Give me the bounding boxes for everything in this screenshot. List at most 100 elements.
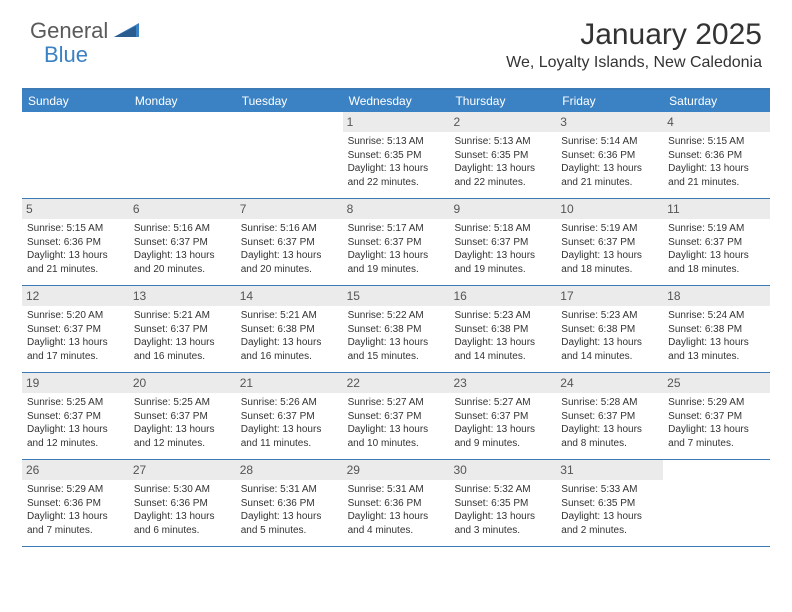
day-number: 14	[236, 286, 343, 306]
day-cell: 27Sunrise: 5:30 AMSunset: 6:36 PMDayligh…	[129, 460, 236, 546]
day-cell: 11Sunrise: 5:19 AMSunset: 6:37 PMDayligh…	[663, 199, 770, 285]
day-number: 26	[22, 460, 129, 480]
day-info-line: and 15 minutes.	[348, 350, 445, 364]
day-cell: 6Sunrise: 5:16 AMSunset: 6:37 PMDaylight…	[129, 199, 236, 285]
day-info-line: Daylight: 13 hours	[348, 510, 445, 524]
day-number: 24	[556, 373, 663, 393]
day-info-line: and 11 minutes.	[241, 437, 338, 451]
day-number: 1	[343, 112, 450, 132]
day-info-line: Sunrise: 5:31 AM	[348, 483, 445, 497]
day-info-line: Daylight: 13 hours	[348, 423, 445, 437]
day-info-line: Daylight: 13 hours	[454, 249, 551, 263]
day-info-line: and 17 minutes.	[27, 350, 124, 364]
day-info-line: Sunset: 6:36 PM	[241, 497, 338, 511]
logo-text-general: General	[30, 18, 108, 44]
day-info-line: Sunrise: 5:21 AM	[241, 309, 338, 323]
location-subtitle: We, Loyalty Islands, New Caledonia	[506, 54, 762, 72]
day-info-line: Daylight: 13 hours	[134, 510, 231, 524]
day-info-line: Daylight: 13 hours	[134, 423, 231, 437]
day-info-line: Sunset: 6:37 PM	[134, 236, 231, 250]
day-number: 29	[343, 460, 450, 480]
day-info-line: Sunrise: 5:15 AM	[668, 135, 765, 149]
day-info-line: Sunset: 6:36 PM	[561, 149, 658, 163]
day-cell: 20Sunrise: 5:25 AMSunset: 6:37 PMDayligh…	[129, 373, 236, 459]
day-info-line: Sunset: 6:37 PM	[27, 323, 124, 337]
day-header-cell: Wednesday	[343, 90, 450, 112]
day-info-line: and 9 minutes.	[454, 437, 551, 451]
day-info-line: Sunset: 6:37 PM	[454, 236, 551, 250]
day-info-line: and 22 minutes.	[454, 176, 551, 190]
day-cell: 16 Sunrise: 5:23 AMSunset: 6:38 PMDayligh…	[449, 286, 556, 372]
day-info-line: Sunset: 6:36 PM	[27, 236, 124, 250]
day-info-line: and 3 minutes.	[454, 524, 551, 538]
day-info-line: and 10 minutes.	[348, 437, 445, 451]
day-info-line: Daylight: 13 hours	[561, 510, 658, 524]
day-info-line: Sunset: 6:37 PM	[561, 410, 658, 424]
day-number: 5	[22, 199, 129, 219]
day-info-line: Sunrise: 5:14 AM	[561, 135, 658, 149]
week-row: 26Sunrise: 5:29 AMSunset: 6:36 PMDayligh…	[22, 460, 770, 547]
day-info-line: and 2 minutes.	[561, 524, 658, 538]
day-cell: 26Sunrise: 5:29 AMSunset: 6:36 PMDayligh…	[22, 460, 129, 546]
day-info-line: and 14 minutes.	[561, 350, 658, 364]
day-info-line: Sunset: 6:38 PM	[454, 323, 551, 337]
day-info-line: and 12 minutes.	[27, 437, 124, 451]
day-info-line: Sunset: 6:38 PM	[241, 323, 338, 337]
day-header-cell: Tuesday	[236, 90, 343, 112]
day-info-line: Sunrise: 5:29 AM	[668, 396, 765, 410]
day-info-line: Daylight: 13 hours	[241, 249, 338, 263]
day-number: 20	[129, 373, 236, 393]
day-header-cell: Saturday	[663, 90, 770, 112]
day-cell: 10Sunrise: 5:19 AMSunset: 6:37 PMDayligh…	[556, 199, 663, 285]
day-info-line: Daylight: 13 hours	[561, 162, 658, 176]
day-info-line: Sunset: 6:37 PM	[348, 236, 445, 250]
day-info-line: and 22 minutes.	[348, 176, 445, 190]
title-block: January 2025 We, Loyalty Islands, New Ca…	[506, 18, 762, 72]
day-info-line: Daylight: 13 hours	[27, 423, 124, 437]
day-info-line: Sunrise: 5:15 AM	[27, 222, 124, 236]
day-number: 22	[343, 373, 450, 393]
day-cell: 21Sunrise: 5:26 AMSunset: 6:37 PMDayligh…	[236, 373, 343, 459]
day-info-line: and 19 minutes.	[454, 263, 551, 277]
day-info-line: Sunset: 6:38 PM	[668, 323, 765, 337]
day-info-line: Daylight: 13 hours	[668, 162, 765, 176]
day-info-line: and 8 minutes.	[561, 437, 658, 451]
day-number: 23	[449, 373, 556, 393]
month-title: January 2025	[506, 18, 762, 52]
day-header-cell: Friday	[556, 90, 663, 112]
day-number: 16	[449, 286, 556, 306]
day-info-line: Daylight: 13 hours	[348, 162, 445, 176]
day-info-line: and 13 minutes.	[668, 350, 765, 364]
week-row: 5 Sunrise: 5:15 AMSunset: 6:36 PM Daylight…	[22, 199, 770, 286]
day-header-cell: Thursday	[449, 90, 556, 112]
day-info-line: and 20 minutes.	[134, 263, 231, 277]
day-info-line: and 7 minutes.	[27, 524, 124, 538]
day-info-line: and 16 minutes.	[134, 350, 231, 364]
day-info-line: Daylight: 13 hours	[668, 249, 765, 263]
day-info-line: and 16 minutes.	[241, 350, 338, 364]
day-info-line: Sunrise: 5:20 AM	[27, 309, 124, 323]
day-info-line: Sunrise: 5:32 AM	[454, 483, 551, 497]
day-number: 18	[663, 286, 770, 306]
day-info-line: Sunset: 6:36 PM	[27, 497, 124, 511]
day-number: 19	[22, 373, 129, 393]
week-row: 19Sunrise: 5:25 AMSunset: 6:37 PMDayligh…	[22, 373, 770, 460]
day-cell: 3Sunrise: 5:14 AMSunset: 6:36 PMDaylight…	[556, 112, 663, 198]
day-info-line: Sunset: 6:37 PM	[27, 410, 124, 424]
day-info-line: Sunset: 6:36 PM	[134, 497, 231, 511]
day-cell: 1Sunrise: 5:13 AMSunset: 6:35 PMDaylight…	[343, 112, 450, 198]
day-cell: 7Sunrise: 5:16 AMSunset: 6:37 PMDaylight…	[236, 199, 343, 285]
day-info-line: Sunset: 6:35 PM	[348, 149, 445, 163]
day-info-line: and 14 minutes.	[454, 350, 551, 364]
day-cell	[236, 112, 343, 198]
day-info-line: and 6 minutes.	[134, 524, 231, 538]
day-info-line: Daylight: 13 hours	[454, 336, 551, 350]
week-row: 1Sunrise: 5:13 AMSunset: 6:35 PMDaylight…	[22, 112, 770, 199]
day-number: 8	[343, 199, 450, 219]
day-number: 27	[129, 460, 236, 480]
day-cell: 12Sunrise: 5:20 AMSunset: 6:37 PMDayligh…	[22, 286, 129, 372]
day-info-line: Sunrise: 5:24 AM	[668, 309, 765, 323]
day-info-line: Sunrise: 5:23 AM	[454, 309, 551, 323]
day-number: 10	[556, 199, 663, 219]
day-info-line: Sunset: 6:37 PM	[668, 410, 765, 424]
